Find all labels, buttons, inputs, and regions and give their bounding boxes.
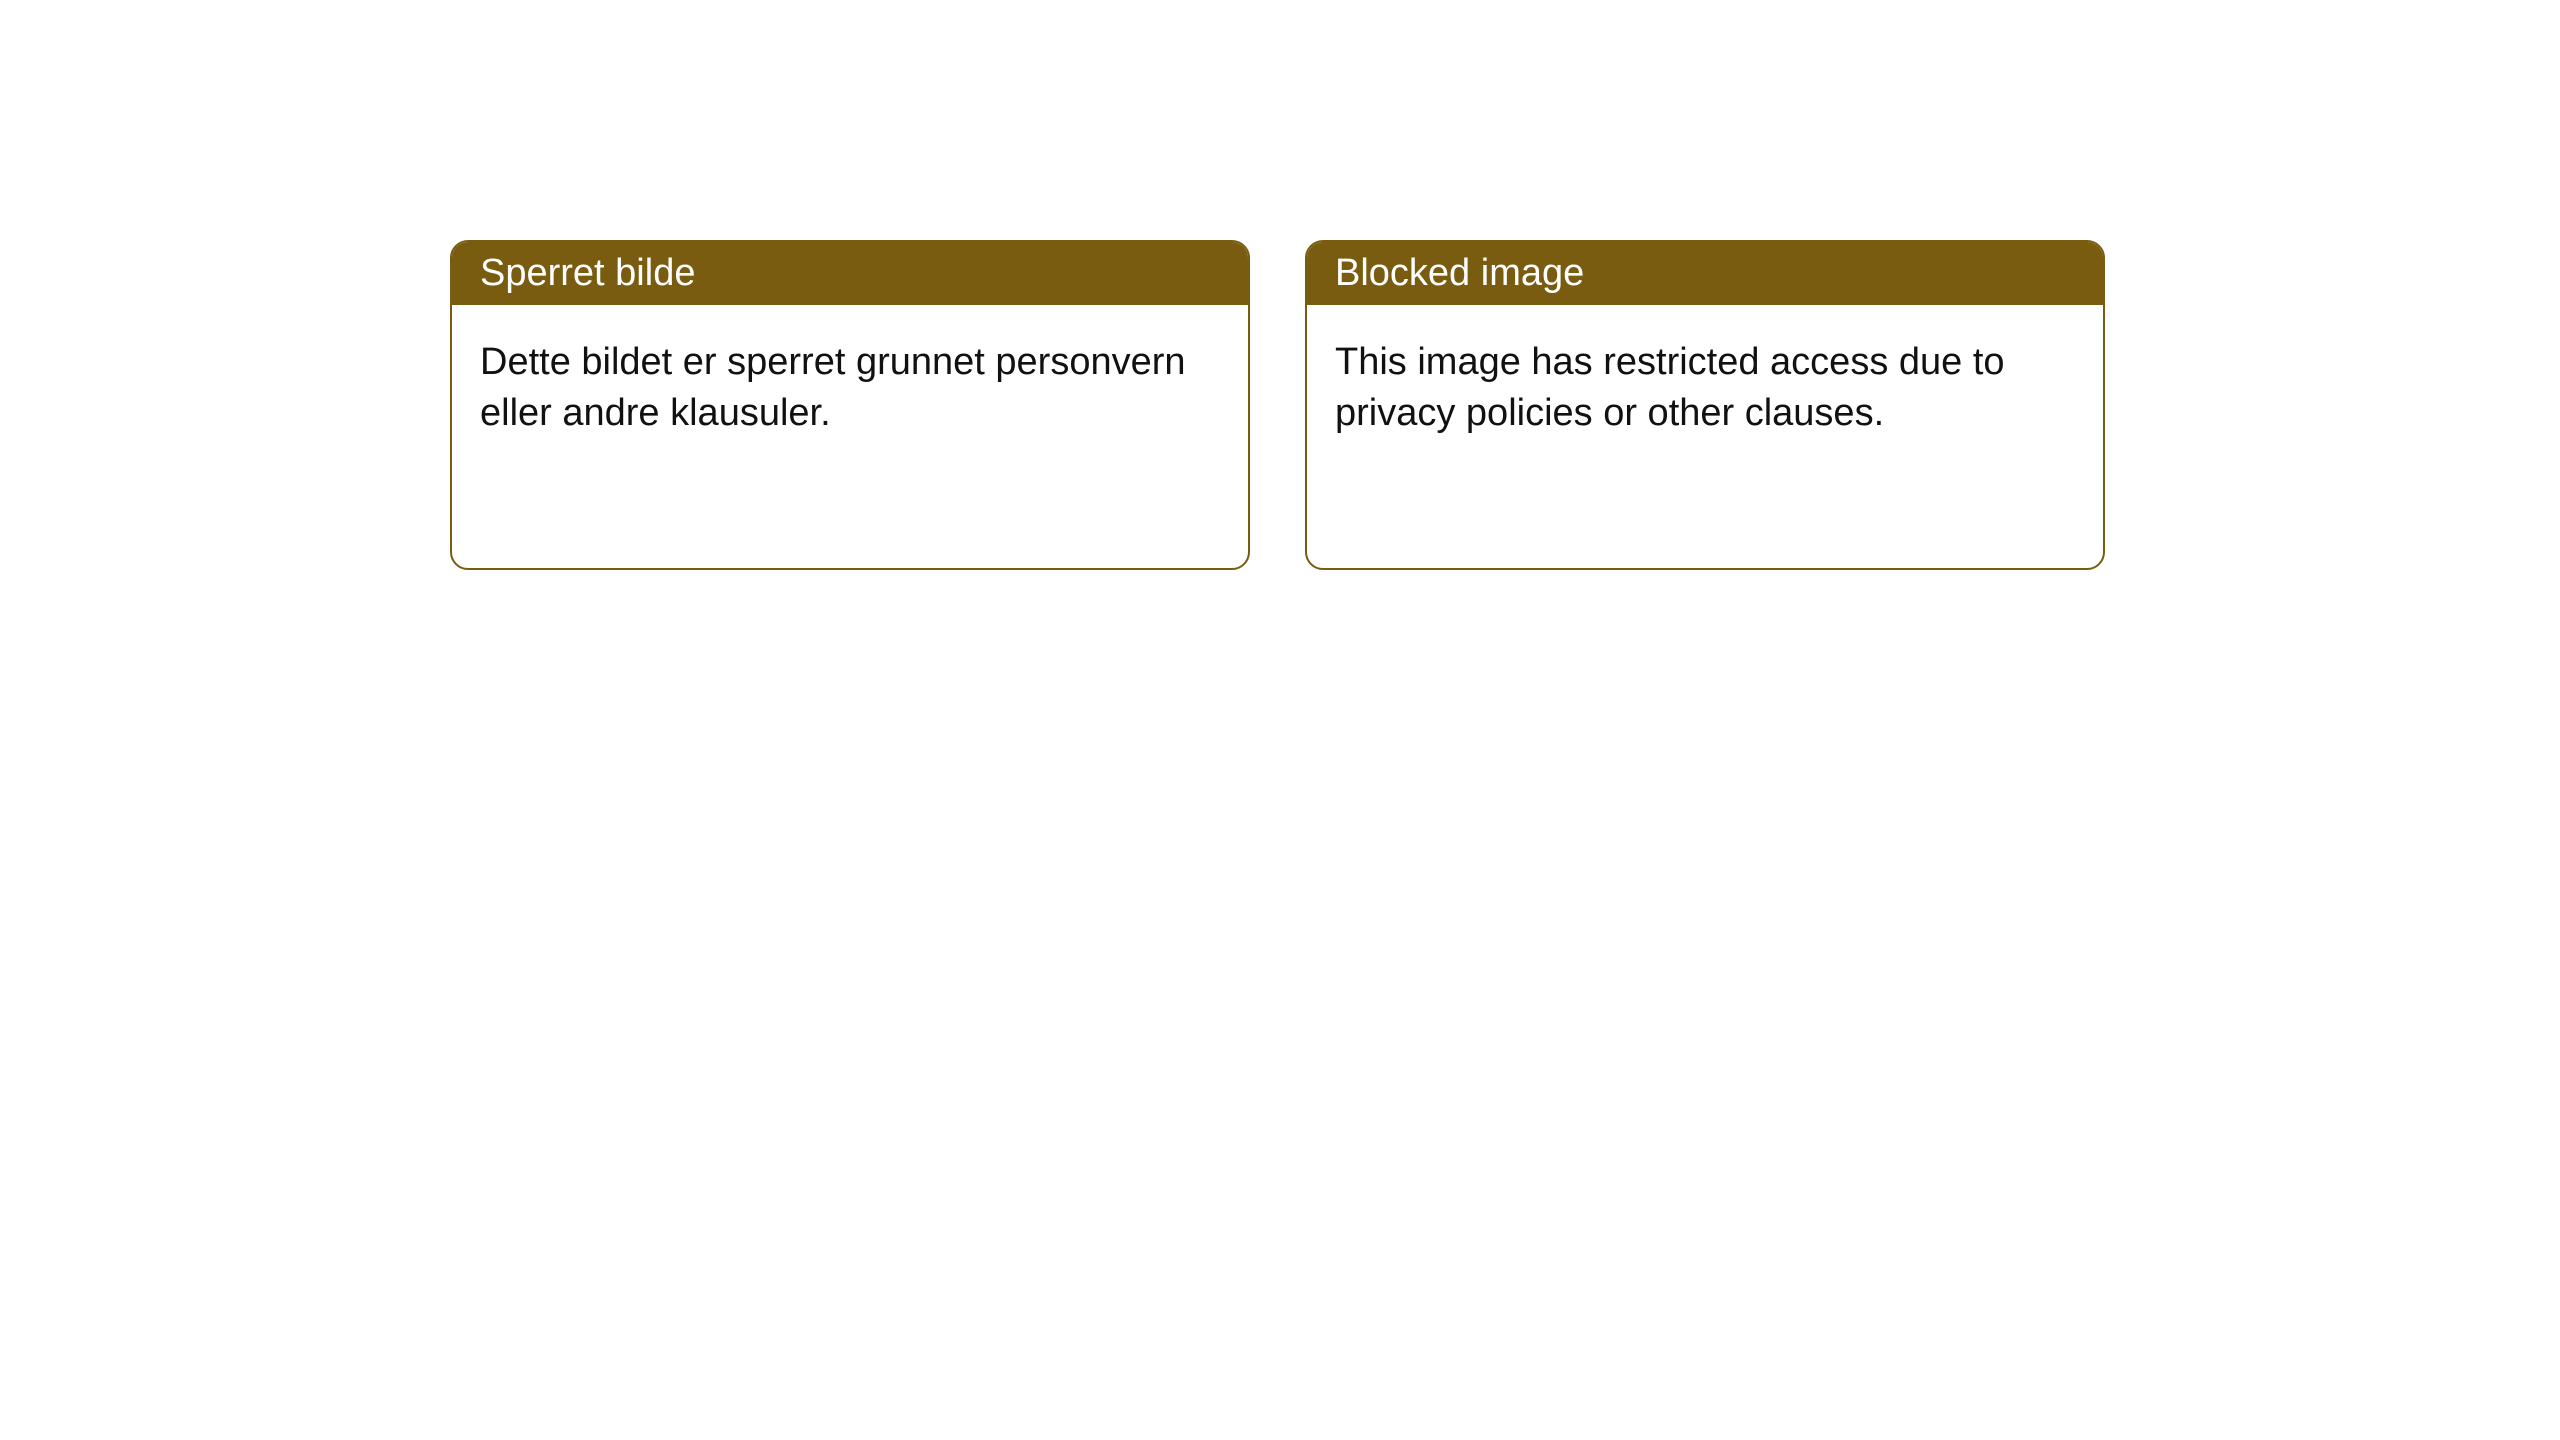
notice-header-norwegian: Sperret bilde xyxy=(452,242,1248,305)
notice-card-norwegian: Sperret bilde Dette bildet er sperret gr… xyxy=(450,240,1250,570)
notice-body-english: This image has restricted access due to … xyxy=(1307,305,2103,472)
notice-body-norwegian: Dette bildet er sperret grunnet personve… xyxy=(452,305,1248,472)
notice-header-english: Blocked image xyxy=(1307,242,2103,305)
notice-container: Sperret bilde Dette bildet er sperret gr… xyxy=(0,0,2560,570)
notice-card-english: Blocked image This image has restricted … xyxy=(1305,240,2105,570)
